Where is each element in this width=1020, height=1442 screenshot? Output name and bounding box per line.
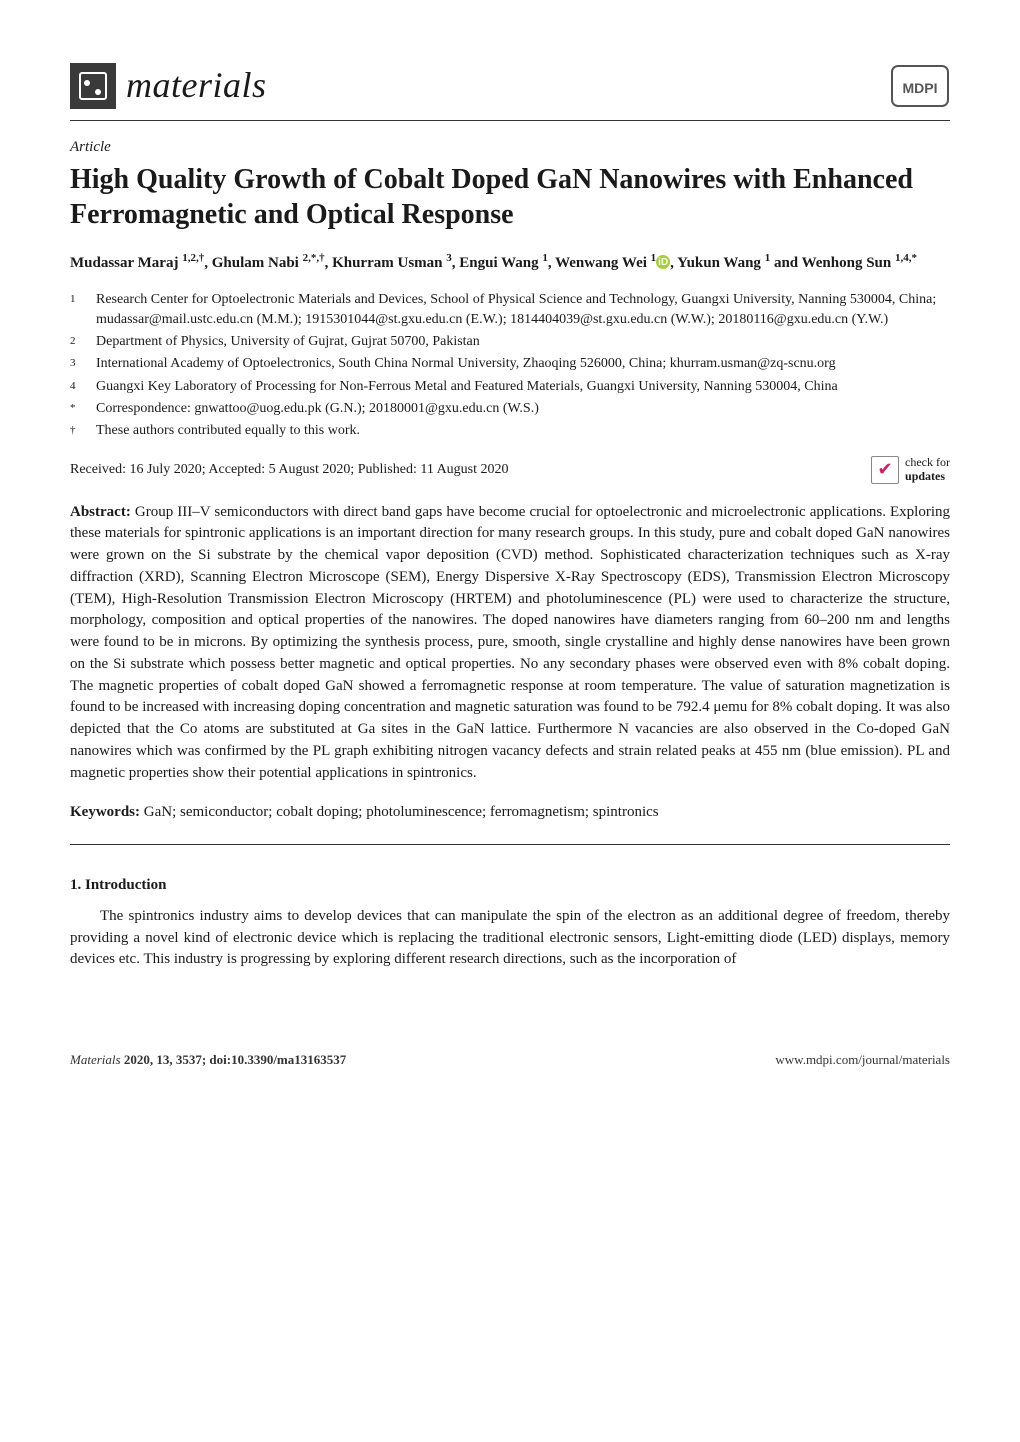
article-type: Article bbox=[70, 137, 950, 158]
authors-line: Mudassar Maraj 1,2,†, Ghulam Nabi 2,*,†,… bbox=[70, 250, 950, 275]
mdpi-label: MDPI bbox=[903, 80, 938, 96]
affiliation-row: 1 Research Center for Optoelectronic Mate… bbox=[70, 290, 950, 331]
journal-name: materials bbox=[126, 60, 267, 111]
affiliation-row: 4 Guangxi Key Laboratory of Processing fo… bbox=[70, 377, 950, 397]
dates-text: Received: 16 July 2020; Accepted: 5 Augu… bbox=[70, 460, 509, 480]
orcid-icon: iD bbox=[656, 255, 670, 269]
journal-brand: materials bbox=[70, 60, 267, 111]
header-row: materials MDPI bbox=[70, 60, 950, 112]
journal-logo-icon bbox=[70, 63, 116, 109]
affiliation-marker: † bbox=[70, 421, 84, 441]
affiliation-text: Department of Physics, University of Guj… bbox=[96, 332, 950, 352]
mdpi-logo-icon: MDPI bbox=[890, 60, 950, 112]
section-heading: 1. Introduction bbox=[70, 875, 950, 896]
article-title: High Quality Growth of Cobalt Doped GaN … bbox=[70, 162, 950, 232]
affiliation-marker: 2 bbox=[70, 332, 84, 352]
affiliation-row: 2 Department of Physics, University of Gu… bbox=[70, 332, 950, 352]
affiliation-text: Guangxi Key Laboratory of Processing for… bbox=[96, 377, 950, 397]
keywords-block: Keywords: GaN; semiconductor; cobalt dop… bbox=[70, 802, 950, 823]
abstract-label: Abstract: bbox=[70, 504, 131, 520]
affiliation-marker: 4 bbox=[70, 377, 84, 397]
check-mark-icon: ✔ bbox=[871, 456, 899, 484]
dates-row: Received: 16 July 2020; Accepted: 5 Augu… bbox=[70, 456, 950, 484]
footer-left: Materials 2020, 13, 3537; doi:10.3390/ma… bbox=[70, 1051, 346, 1069]
affiliation-marker: 3 bbox=[70, 354, 84, 374]
affiliation-marker: 1 bbox=[70, 290, 84, 331]
affiliation-row: † These authors contributed equally to th… bbox=[70, 421, 950, 441]
keywords-label: Keywords: bbox=[70, 804, 140, 820]
top-rule bbox=[70, 120, 950, 121]
footer-right: www.mdpi.com/journal/materials bbox=[775, 1051, 950, 1069]
affiliation-text: These authors contributed equally to thi… bbox=[96, 421, 950, 441]
section-rule bbox=[70, 844, 950, 845]
abstract-text: Group III–V semiconductors with direct b… bbox=[70, 504, 950, 781]
affiliation-row: 3 International Academy of Optoelectronic… bbox=[70, 354, 950, 374]
affiliation-text: Research Center for Optoelectronic Mater… bbox=[96, 290, 950, 331]
section-body: The spintronics industry aims to develop… bbox=[70, 906, 950, 971]
check-updates-text: check for updates bbox=[905, 456, 950, 482]
affiliation-text: Correspondence: gnwattoo@uog.edu.pk (G.N… bbox=[96, 399, 950, 419]
affiliations-block: 1 Research Center for Optoelectronic Mate… bbox=[70, 290, 950, 442]
keywords-text: GaN; semiconductor; cobalt doping; photo… bbox=[144, 804, 659, 820]
affiliation-text: International Academy of Optoelectronics… bbox=[96, 354, 950, 374]
check-for-updates-badge[interactable]: ✔ check for updates bbox=[871, 456, 950, 484]
affiliation-row: * Correspondence: gnwattoo@uog.edu.pk (G.… bbox=[70, 399, 950, 419]
footer-row: Materials 2020, 13, 3537; doi:10.3390/ma… bbox=[70, 1051, 950, 1069]
affiliation-marker: * bbox=[70, 399, 84, 419]
abstract-block: Abstract: Group III–V semiconductors wit… bbox=[70, 502, 950, 785]
